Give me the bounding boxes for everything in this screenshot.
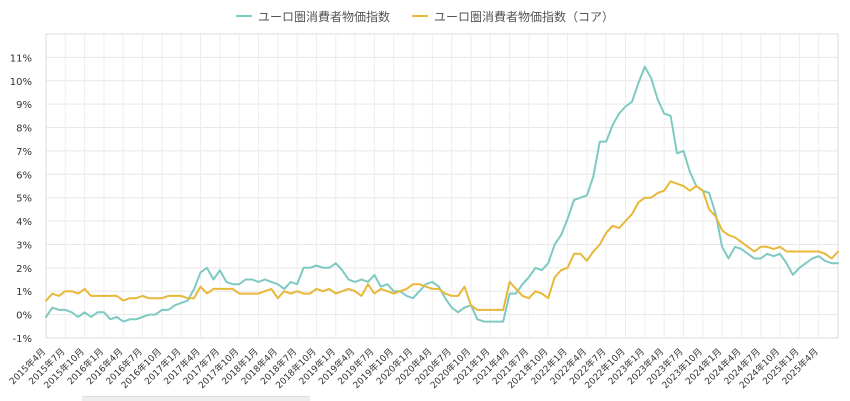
- y-tick-label: -1%: [13, 334, 32, 345]
- y-tick-label: 3%: [16, 240, 32, 251]
- series-line-core: [45, 180, 839, 311]
- y-tick-label: 10%: [10, 77, 32, 88]
- scrollbar-strip[interactable]: [82, 396, 310, 401]
- legend-item-headline[interactable]: ユーロ圏消費者物価指数: [235, 8, 390, 25]
- y-tick-label: 2%: [16, 264, 32, 275]
- legend-item-core[interactable]: ユーロ圏消費者物価指数（コア）: [412, 8, 614, 25]
- plot-frame: [45, 33, 839, 339]
- y-tick-label: 7%: [16, 147, 32, 158]
- legend-swatch-headline: [235, 15, 252, 17]
- legend: ユーロ圏消費者物価指数 ユーロ圏消費者物価指数（コア）: [0, 6, 850, 26]
- legend-label-core: ユーロ圏消費者物価指数（コア）: [434, 9, 615, 24]
- y-tick-label: 8%: [16, 124, 32, 135]
- legend-swatch-core: [412, 15, 428, 17]
- y-tick-label: 9%: [16, 100, 32, 111]
- y-tick-label: 0%: [16, 311, 32, 322]
- legend-label-headline: ユーロ圏消費者物価指数: [257, 9, 390, 24]
- y-tick-label: 5%: [16, 194, 32, 205]
- y-tick-label: 4%: [16, 217, 32, 228]
- y-tick-label: 11%: [10, 53, 32, 64]
- series-line-headline: [45, 65, 839, 323]
- y-tick-label: 6%: [16, 170, 32, 181]
- y-tick-label: 1%: [16, 287, 32, 298]
